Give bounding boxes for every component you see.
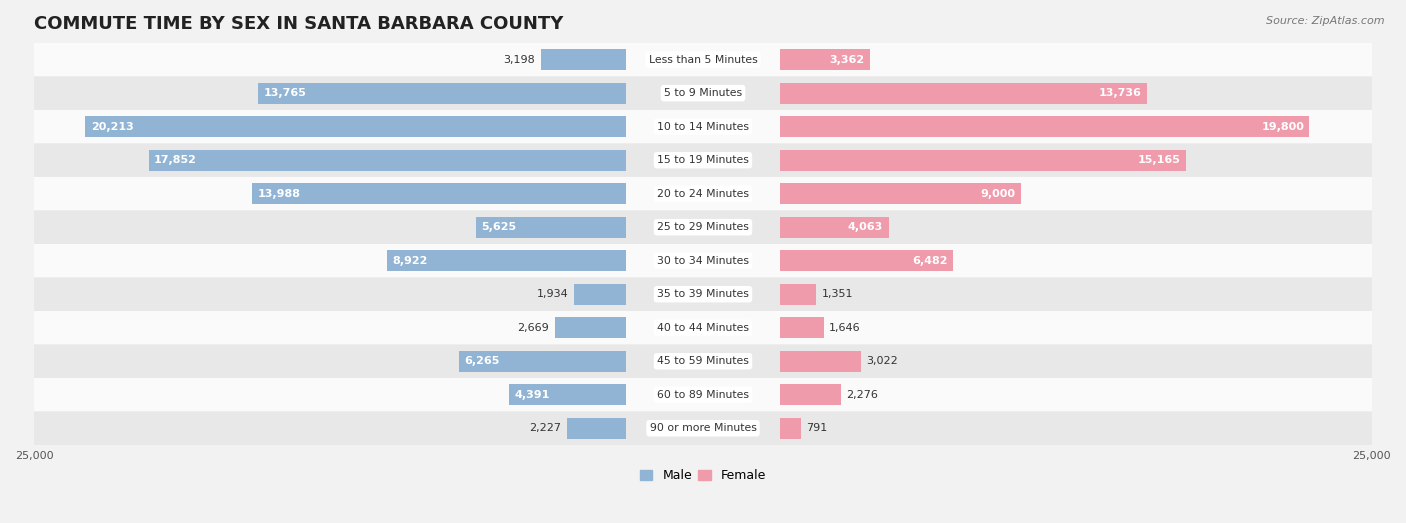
- Text: 60 to 89 Minutes: 60 to 89 Minutes: [657, 390, 749, 400]
- Text: 2,669: 2,669: [517, 323, 550, 333]
- Bar: [458, 351, 626, 372]
- Bar: [780, 183, 1021, 204]
- Text: 4,391: 4,391: [515, 390, 550, 400]
- Legend: Male, Female: Male, Female: [636, 464, 770, 487]
- Text: 90 or more Minutes: 90 or more Minutes: [650, 423, 756, 433]
- Bar: [780, 49, 870, 70]
- FancyBboxPatch shape: [21, 244, 1385, 278]
- Bar: [575, 284, 626, 304]
- Bar: [780, 251, 953, 271]
- FancyBboxPatch shape: [21, 143, 1385, 177]
- Bar: [780, 384, 841, 405]
- Bar: [780, 317, 824, 338]
- Text: 1,351: 1,351: [821, 289, 853, 299]
- Text: 35 to 39 Minutes: 35 to 39 Minutes: [657, 289, 749, 299]
- Text: Less than 5 Minutes: Less than 5 Minutes: [648, 54, 758, 65]
- Text: 5,625: 5,625: [481, 222, 516, 232]
- Bar: [509, 384, 626, 405]
- Text: 20 to 24 Minutes: 20 to 24 Minutes: [657, 189, 749, 199]
- Text: 8,922: 8,922: [392, 256, 429, 266]
- FancyBboxPatch shape: [21, 76, 1385, 110]
- Text: 4,063: 4,063: [848, 222, 883, 232]
- FancyBboxPatch shape: [21, 43, 1385, 76]
- Bar: [780, 116, 1309, 137]
- FancyBboxPatch shape: [21, 110, 1385, 143]
- Bar: [540, 49, 626, 70]
- Text: 3,022: 3,022: [866, 356, 898, 366]
- Text: 40 to 44 Minutes: 40 to 44 Minutes: [657, 323, 749, 333]
- Text: 17,852: 17,852: [153, 155, 197, 165]
- Bar: [149, 150, 626, 170]
- FancyBboxPatch shape: [21, 210, 1385, 244]
- FancyBboxPatch shape: [21, 311, 1385, 345]
- Bar: [780, 150, 1185, 170]
- Text: 13,736: 13,736: [1099, 88, 1142, 98]
- Text: 3,362: 3,362: [830, 54, 865, 65]
- Text: 13,988: 13,988: [257, 189, 301, 199]
- Text: 30 to 34 Minutes: 30 to 34 Minutes: [657, 256, 749, 266]
- Bar: [780, 351, 860, 372]
- Text: 6,265: 6,265: [464, 356, 499, 366]
- Bar: [567, 418, 626, 439]
- Text: 2,276: 2,276: [846, 390, 877, 400]
- Text: COMMUTE TIME BY SEX IN SANTA BARBARA COUNTY: COMMUTE TIME BY SEX IN SANTA BARBARA COU…: [34, 15, 564, 33]
- Text: 45 to 59 Minutes: 45 to 59 Minutes: [657, 356, 749, 366]
- Text: 13,765: 13,765: [263, 88, 307, 98]
- Bar: [780, 284, 815, 304]
- Text: 6,482: 6,482: [912, 256, 948, 266]
- Bar: [475, 217, 626, 237]
- FancyBboxPatch shape: [21, 378, 1385, 412]
- FancyBboxPatch shape: [21, 345, 1385, 378]
- Text: 10 to 14 Minutes: 10 to 14 Minutes: [657, 122, 749, 132]
- Bar: [86, 116, 626, 137]
- Bar: [780, 418, 801, 439]
- Bar: [780, 83, 1147, 104]
- FancyBboxPatch shape: [21, 177, 1385, 210]
- Text: Source: ZipAtlas.com: Source: ZipAtlas.com: [1267, 16, 1385, 26]
- FancyBboxPatch shape: [21, 412, 1385, 445]
- Text: 9,000: 9,000: [980, 189, 1015, 199]
- Text: 15,165: 15,165: [1137, 155, 1180, 165]
- Bar: [252, 183, 626, 204]
- Text: 3,198: 3,198: [503, 54, 536, 65]
- Bar: [555, 317, 626, 338]
- Text: 25 to 29 Minutes: 25 to 29 Minutes: [657, 222, 749, 232]
- Text: 5 to 9 Minutes: 5 to 9 Minutes: [664, 88, 742, 98]
- Text: 1,934: 1,934: [537, 289, 569, 299]
- Text: 1,646: 1,646: [830, 323, 860, 333]
- Text: 791: 791: [807, 423, 828, 433]
- Bar: [388, 251, 626, 271]
- Text: 15 to 19 Minutes: 15 to 19 Minutes: [657, 155, 749, 165]
- Text: 20,213: 20,213: [91, 122, 134, 132]
- FancyBboxPatch shape: [21, 278, 1385, 311]
- Bar: [257, 83, 626, 104]
- Text: 2,227: 2,227: [529, 423, 561, 433]
- Bar: [780, 217, 889, 237]
- Text: 19,800: 19,800: [1261, 122, 1305, 132]
